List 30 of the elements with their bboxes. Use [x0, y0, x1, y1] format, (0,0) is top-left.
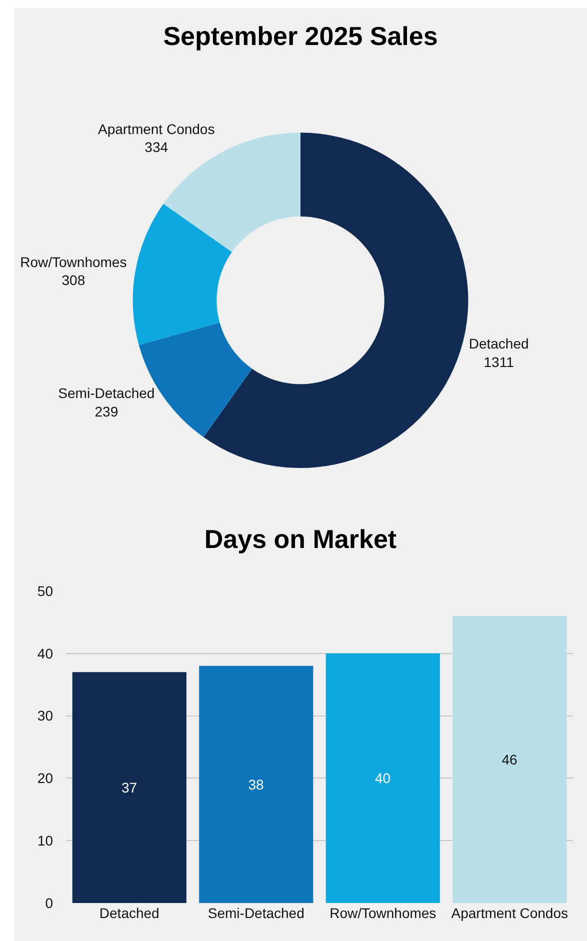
bar	[72, 672, 186, 903]
x-tick-label: Apartment Condos	[451, 905, 568, 921]
y-tick-label: 30	[37, 708, 54, 724]
bar	[199, 666, 314, 903]
data-label: 334	[144, 139, 168, 156]
data-label: 40	[374, 770, 391, 786]
data-label: 308	[62, 272, 86, 288]
data-label: 239	[94, 403, 118, 420]
data-label: 37	[121, 780, 138, 796]
x-tick-label: Detached	[99, 905, 160, 921]
slice-label: Row/Townhomes	[20, 254, 127, 270]
y-tick-label: 40	[37, 645, 54, 662]
x-tick-label: Row/Townhomes	[330, 905, 436, 921]
slice-label: Detached	[468, 336, 529, 352]
bar	[452, 616, 567, 903]
donut-slice	[204, 132, 468, 468]
y-tick-label: 10	[37, 832, 54, 848]
donut-slice	[132, 204, 232, 345]
bar	[326, 653, 440, 903]
y-tick-label: 50	[37, 582, 54, 599]
y-tick-label: 0	[45, 894, 54, 911]
data-label: 46	[502, 751, 518, 768]
slice-label: Semi-Detached	[58, 385, 155, 402]
chart-title: Days on Market	[204, 524, 397, 554]
y-tick-label: 20	[37, 770, 54, 786]
chart-title: September 2025 Sales	[163, 21, 438, 51]
slice-label: Apartment Condos	[98, 120, 215, 137]
x-tick-label: Semi-Detached	[208, 905, 304, 921]
data-label: 1311	[484, 354, 514, 370]
data-label: 38	[248, 776, 264, 792]
